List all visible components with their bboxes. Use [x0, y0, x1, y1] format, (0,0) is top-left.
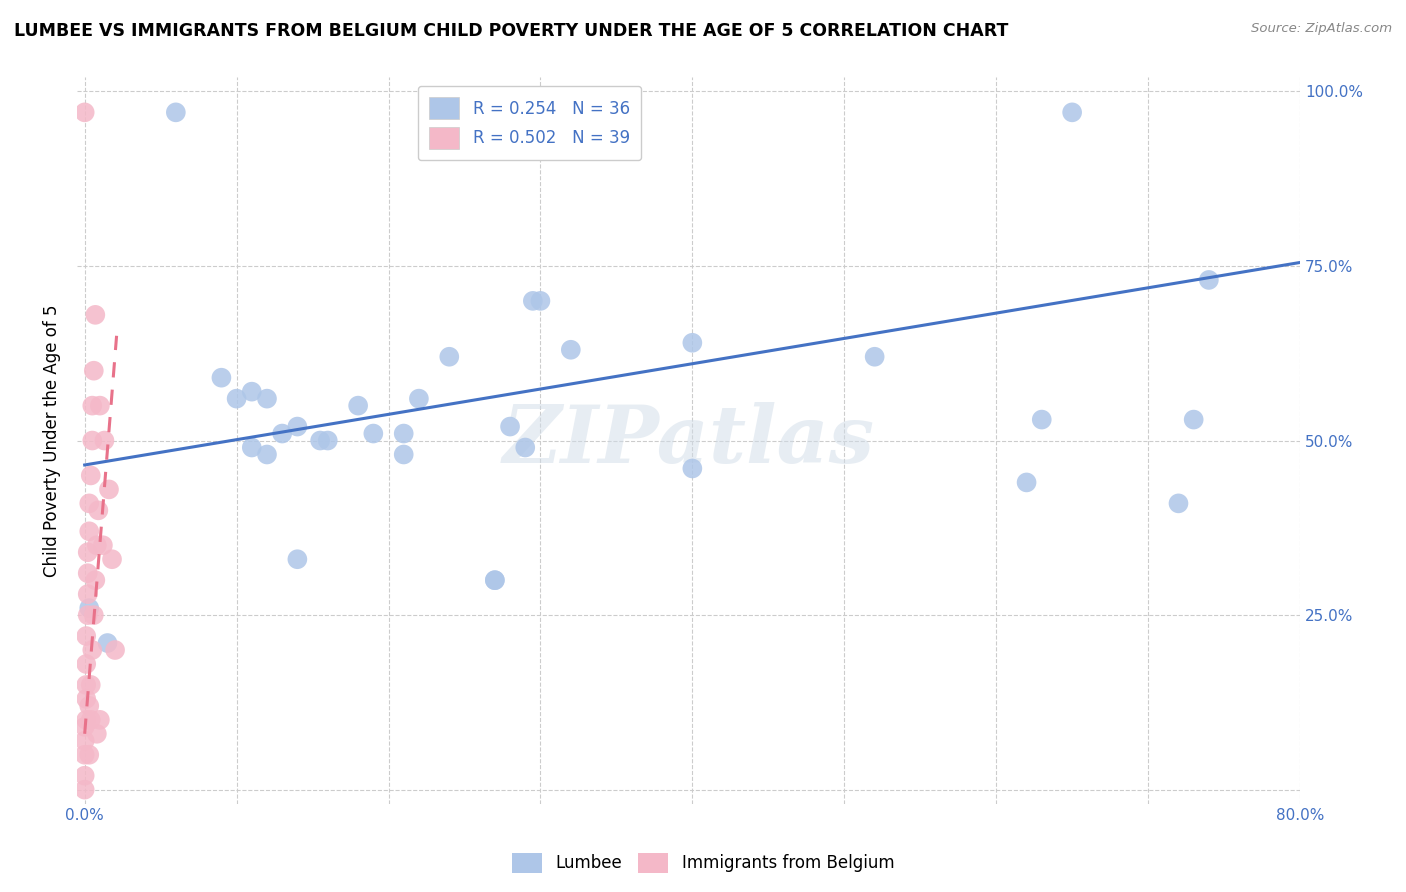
Point: [101, 552, 124, 566]
Point: [363, 426, 385, 441]
Point: [84, 308, 107, 322]
Point: [76, 587, 98, 601]
Point: [82, 643, 104, 657]
Point: [86, 727, 108, 741]
Point: [82, 399, 104, 413]
Y-axis label: Child Poverty Under the Age of 5: Child Poverty Under the Age of 5: [44, 304, 60, 577]
Point: [83, 364, 105, 378]
Point: [1015, 475, 1038, 490]
Point: [93, 434, 115, 448]
Point: [515, 441, 537, 455]
Point: [560, 343, 582, 357]
Point: [863, 350, 886, 364]
Point: [77, 524, 100, 539]
Point: [89, 713, 111, 727]
Point: [77, 601, 100, 615]
Point: [84, 573, 107, 587]
Text: LUMBEE VS IMMIGRANTS FROM BELGIUM CHILD POVERTY UNDER THE AGE OF 5 CORRELATION C: LUMBEE VS IMMIGRANTS FROM BELGIUM CHILD …: [14, 22, 1008, 40]
Point: [80, 468, 103, 483]
Point: [75, 678, 97, 692]
Point: [96, 636, 118, 650]
Point: [77, 698, 100, 713]
Point: [87, 503, 110, 517]
Point: [392, 426, 415, 441]
Point: [240, 441, 263, 455]
Point: [75, 713, 97, 727]
Point: [91, 538, 114, 552]
Point: [522, 293, 544, 308]
Point: [309, 434, 332, 448]
Point: [86, 538, 108, 552]
Text: Source: ZipAtlas.com: Source: ZipAtlas.com: [1251, 22, 1392, 36]
Point: [271, 426, 294, 441]
Point: [77, 496, 100, 510]
Point: [1031, 412, 1053, 426]
Point: [681, 461, 703, 475]
Point: [104, 643, 127, 657]
Point: [73, 782, 96, 797]
Point: [529, 293, 551, 308]
Point: [76, 608, 98, 623]
Point: [1198, 273, 1220, 287]
Point: [484, 573, 506, 587]
Point: [73, 105, 96, 120]
Point: [165, 105, 187, 120]
Point: [73, 733, 96, 747]
Point: [77, 747, 100, 762]
Point: [83, 608, 105, 623]
Point: [73, 769, 96, 783]
Point: [75, 629, 97, 643]
Point: [82, 434, 104, 448]
Point: [287, 419, 309, 434]
Point: [209, 370, 232, 384]
Legend: R = 0.254   N = 36, R = 0.502   N = 39: R = 0.254 N = 36, R = 0.502 N = 39: [418, 86, 641, 161]
Point: [1167, 496, 1189, 510]
Point: [347, 399, 370, 413]
Point: [1062, 105, 1084, 120]
Point: [256, 392, 278, 406]
Point: [73, 720, 96, 734]
Point: [408, 392, 430, 406]
Point: [240, 384, 263, 399]
Point: [75, 657, 97, 671]
Point: [98, 483, 121, 497]
Point: [80, 678, 103, 692]
Point: [392, 448, 415, 462]
Point: [1182, 412, 1205, 426]
Point: [287, 552, 309, 566]
Point: [484, 573, 506, 587]
Point: [76, 566, 98, 581]
Point: [80, 713, 103, 727]
Point: [256, 448, 278, 462]
Point: [73, 747, 96, 762]
Point: [316, 434, 339, 448]
Legend: Lumbee, Immigrants from Belgium: Lumbee, Immigrants from Belgium: [505, 847, 901, 880]
Point: [225, 392, 247, 406]
Point: [439, 350, 461, 364]
Text: ZIPatlas: ZIPatlas: [502, 401, 875, 479]
Point: [499, 419, 522, 434]
Point: [681, 335, 703, 350]
Point: [75, 691, 97, 706]
Point: [89, 399, 111, 413]
Point: [76, 545, 98, 559]
